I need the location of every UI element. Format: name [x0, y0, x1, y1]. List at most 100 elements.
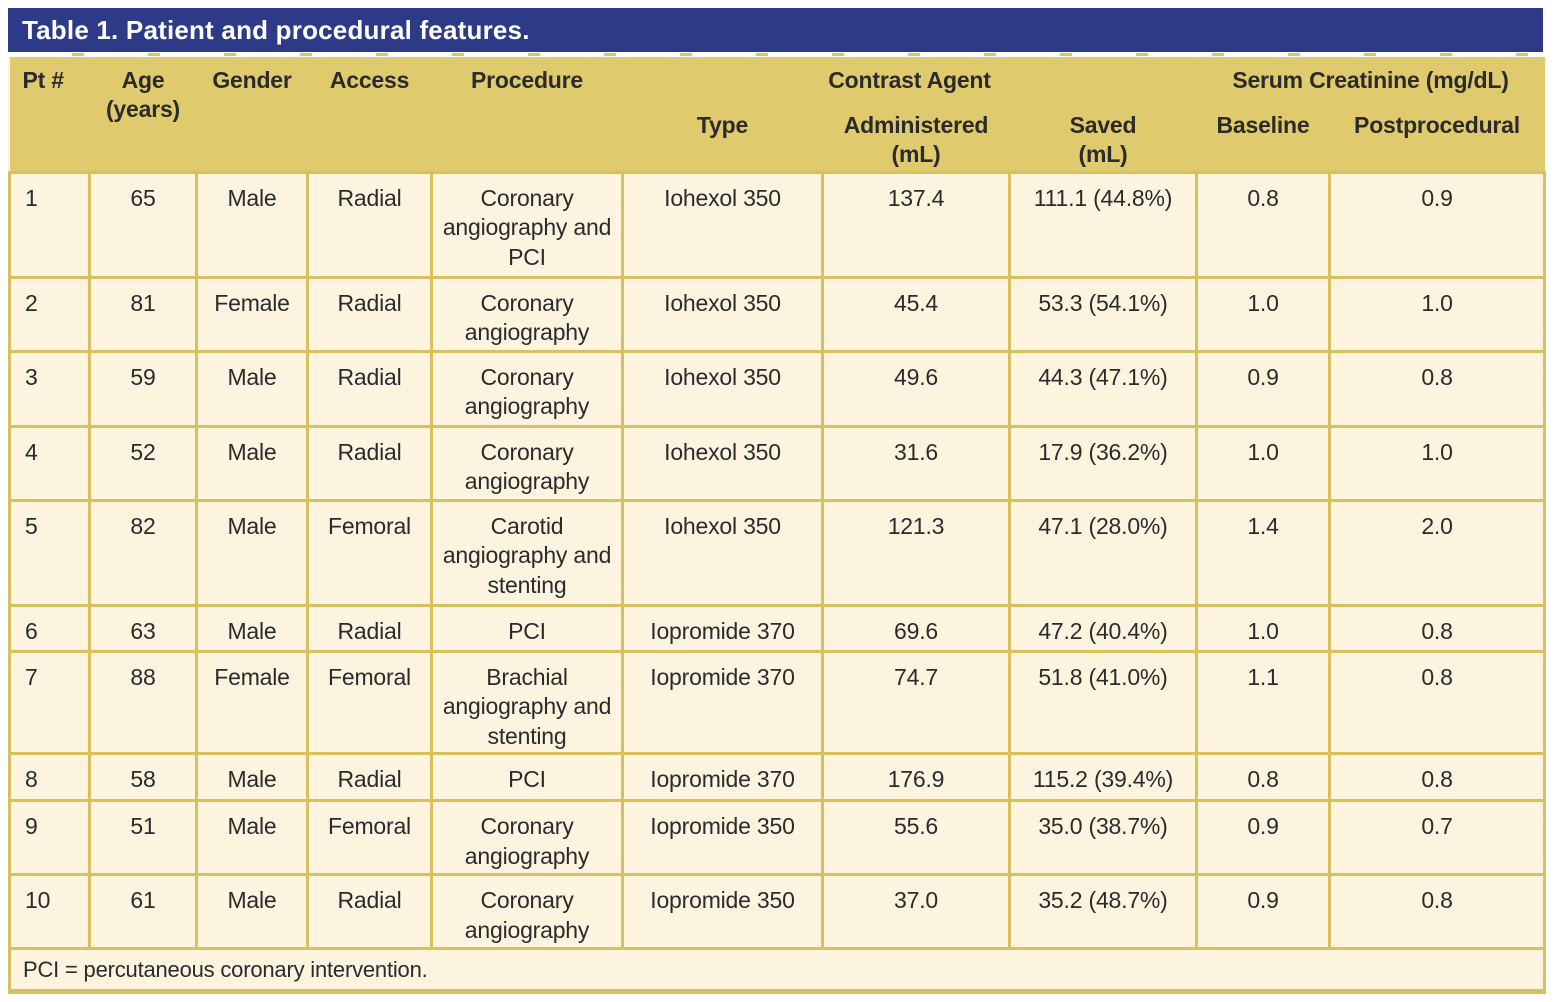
patient-features-table: Pt # Age (years) Gender Access Procedure… — [8, 57, 1546, 995]
header-contrast-agent-group: Contrast Agent — [622, 57, 1197, 107]
header-access: Access — [307, 57, 432, 172]
cell-gender: Male — [195, 349, 309, 428]
header-saved: Saved (mL) — [1009, 107, 1197, 172]
cell-age: 82 — [88, 498, 198, 607]
cell-access: Radial — [306, 603, 433, 653]
cell-access: Femoral — [306, 799, 433, 877]
cell-type: Iopromide 370 — [621, 649, 824, 756]
cell-pt: 7 — [8, 649, 91, 756]
table-title-bar: Table 1. Patient and procedural features… — [8, 8, 1543, 52]
cell-gender: Male — [195, 799, 309, 877]
cell-procedure: Coronary angiography — [430, 424, 624, 502]
cell-procedure: Carotid angiography and stenting — [430, 498, 624, 607]
cell-postprocedural: 0.9 — [1328, 170, 1546, 279]
cell-postprocedural: 1.0 — [1328, 275, 1546, 353]
header-postprocedural: Postprocedural — [1329, 107, 1545, 172]
cell-saved: 44.3 (47.1%) — [1008, 349, 1198, 428]
cell-administered: 37.0 — [821, 873, 1011, 951]
table-row: 10 61 Male Radial Coronary angiography Ioprom… — [8, 873, 1546, 951]
cell-administered: 49.6 — [821, 349, 1011, 428]
cell-gender: Male — [195, 498, 309, 607]
cell-pt: 1 — [8, 170, 91, 279]
cell-access: Radial — [306, 873, 433, 951]
cell-age: 52 — [88, 424, 198, 502]
cell-saved: 51.8 (41.0%) — [1008, 649, 1198, 756]
table-row: 8 58 Male Radial PCI Iopromide 370 176.9 115.2 … — [8, 752, 1546, 803]
table-row: 5 82 Male Femoral Carotid angiography and st… — [8, 498, 1546, 607]
cell-procedure: Coronary angiography — [430, 275, 624, 353]
cell-saved: 53.3 (54.1%) — [1008, 275, 1198, 353]
cell-gender: Female — [195, 649, 309, 756]
table-row: 4 52 Male Radial Coronary angiography Iohexol… — [8, 424, 1546, 502]
table-row: 9 51 Male Femoral Coronary angiography Ioprom… — [8, 799, 1546, 877]
cell-saved: 115.2 (39.4%) — [1008, 752, 1198, 803]
cell-age: 88 — [88, 649, 198, 756]
cell-pt: 6 — [8, 603, 91, 653]
cell-access: Radial — [306, 349, 433, 428]
header-age-unit: (years) — [105, 96, 181, 123]
cell-gender: Female — [195, 275, 309, 353]
cell-pt: 4 — [8, 424, 91, 502]
footnote-text: PCI = percutaneous coronary intervention… — [8, 947, 1546, 995]
header-row-sub: Type Administered (mL) Saved (mL) Baseli… — [10, 107, 1545, 172]
header-administered: Administered (mL) — [822, 107, 1010, 172]
table1-card: Table 1. Patient and procedural features… — [8, 8, 1546, 995]
header-row-top: Pt # Age (years) Gender Access Procedure… — [9, 57, 1545, 172]
cell-saved: 111.1 (44.8%) — [1008, 170, 1198, 279]
cell-type: Iopromide 370 — [621, 603, 824, 653]
cell-postprocedural: 0.8 — [1328, 752, 1546, 803]
cell-type: Iopromide 350 — [621, 873, 824, 951]
cell-pt: 9 — [8, 799, 91, 877]
header-baseline: Baseline — [1196, 107, 1330, 172]
table-footer: PCI = percutaneous coronary intervention… — [8, 947, 1546, 995]
cell-baseline: 1.0 — [1195, 275, 1331, 353]
header-gender: Gender — [196, 57, 308, 172]
cell-access: Femoral — [306, 649, 433, 756]
cell-type: Iohexol 350 — [621, 275, 824, 353]
header-age-label: Age — [121, 67, 165, 93]
cell-saved: 35.2 (48.7%) — [1008, 873, 1198, 951]
header-procedure: Procedure — [431, 57, 623, 172]
cell-saved: 17.9 (36.2%) — [1008, 424, 1198, 502]
cell-baseline: 0.9 — [1195, 873, 1331, 951]
cell-age: 59 — [88, 349, 198, 428]
cell-procedure: Coronary angiography — [430, 799, 624, 877]
cell-gender: Male — [195, 424, 309, 502]
header-age: Age (years) — [89, 57, 197, 172]
header-serum-creatinine-group: Serum Creatinine (mg/dL) — [1196, 57, 1545, 107]
cell-procedure: Coronary angiography — [430, 349, 624, 428]
cell-baseline: 1.0 — [1195, 603, 1331, 653]
cell-postprocedural: 0.8 — [1328, 349, 1546, 428]
cell-baseline: 0.9 — [1195, 799, 1331, 877]
cell-access: Radial — [306, 275, 433, 353]
cell-pt: 5 — [8, 498, 91, 607]
cell-pt: 10 — [8, 873, 91, 951]
table-row: 3 59 Male Radial Coronary angiography Iohexol… — [8, 349, 1546, 428]
table-header: Pt # Age (years) Gender Access Procedure… — [9, 57, 1545, 172]
cell-age: 63 — [88, 603, 198, 653]
cell-gender: Male — [195, 873, 309, 951]
cell-pt: 2 — [8, 275, 91, 353]
cell-baseline: 1.1 — [1195, 649, 1331, 756]
cell-age: 65 — [88, 170, 198, 279]
cell-procedure: PCI — [430, 752, 624, 803]
cell-access: Radial — [306, 170, 433, 279]
cell-postprocedural: 0.8 — [1328, 873, 1546, 951]
cell-access: Femoral — [306, 498, 433, 607]
cell-age: 81 — [88, 275, 198, 353]
cell-procedure: Coronary angiography and PCI — [430, 170, 624, 279]
title-divider-dashes — [8, 52, 1543, 57]
cell-pt: 8 — [8, 752, 91, 803]
cell-gender: Male — [195, 752, 309, 803]
cell-procedure: Brachial angiography and stenting — [430, 649, 624, 756]
table-title: Table 1. Patient and procedural features… — [22, 14, 530, 45]
header-saved-label: Saved — [1069, 112, 1137, 138]
cell-type: Iohexol 350 — [621, 424, 824, 502]
cell-saved: 35.0 (38.7%) — [1008, 799, 1198, 877]
cell-type: Iopromide 350 — [621, 799, 824, 877]
cell-age: 58 — [88, 752, 198, 803]
cell-procedure: PCI — [430, 603, 624, 653]
cell-baseline: 1.0 — [1195, 424, 1331, 502]
cell-type: Iohexol 350 — [621, 170, 824, 279]
cell-postprocedural: 0.8 — [1328, 603, 1546, 653]
